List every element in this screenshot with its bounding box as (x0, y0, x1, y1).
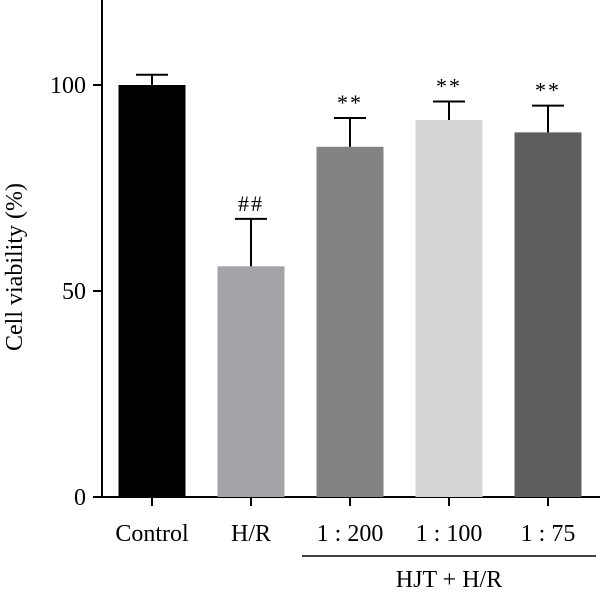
bar (217, 266, 285, 497)
x-tick-label: 1 : 200 (317, 521, 384, 547)
significance-labels: ## ** ** ** (238, 73, 561, 216)
bar (316, 146, 384, 498)
bars (118, 85, 582, 498)
x-tick-label: 1 : 100 (416, 521, 483, 547)
y-ticks: 0 50 100 (50, 73, 102, 511)
x-tick-label: H/R (231, 521, 271, 547)
y-tick-label: 100 (50, 73, 86, 99)
y-axis-title: Cell viability (%) (2, 183, 28, 351)
y-tick-label: 0 (74, 485, 86, 511)
y-tick-label: 50 (62, 279, 86, 305)
bar (415, 120, 483, 498)
significance-label: ** (337, 90, 363, 115)
significance-label: ## (238, 191, 264, 216)
significance-label: ** (436, 73, 462, 98)
group-label: HJT + H/R (396, 567, 502, 593)
significance-label: ** (535, 78, 561, 103)
x-tick-label: Control (115, 521, 189, 547)
x-ticks: Control H/R 1 : 200 1 : 100 1 : 75 (115, 497, 575, 547)
bar (514, 132, 582, 497)
x-tick-label: 1 : 75 (521, 521, 576, 547)
error-bars (136, 73, 564, 267)
bar (118, 85, 186, 497)
group-annotation: HJT + H/R (302, 555, 596, 593)
